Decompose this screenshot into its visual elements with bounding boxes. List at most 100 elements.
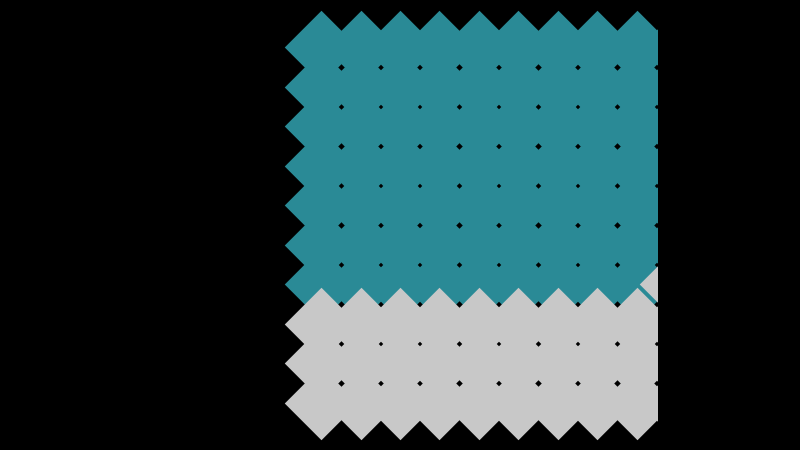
Point: [473, 123, 486, 130]
Point: [512, 202, 525, 209]
Point: [433, 202, 446, 209]
Point: [473, 399, 486, 406]
Point: [670, 399, 682, 406]
Point: [512, 360, 525, 367]
Point: [314, 83, 327, 90]
Point: [670, 320, 682, 327]
Point: [394, 202, 406, 209]
Point: [314, 281, 327, 288]
Point: [670, 360, 682, 367]
Point: [433, 281, 446, 288]
Point: [394, 44, 406, 51]
Point: [354, 162, 367, 169]
Point: [314, 360, 327, 367]
Point: [591, 202, 604, 209]
Point: [354, 202, 367, 209]
Point: [670, 162, 682, 169]
Point: [354, 281, 367, 288]
Point: [394, 281, 406, 288]
Point: [354, 44, 367, 51]
Point: [512, 123, 525, 130]
Point: [551, 123, 564, 130]
Point: [314, 202, 327, 209]
Point: [394, 83, 406, 90]
Point: [354, 360, 367, 367]
Point: [473, 241, 486, 248]
Point: [630, 360, 643, 367]
Point: [630, 281, 643, 288]
Point: [433, 241, 446, 248]
Point: [670, 241, 682, 248]
Point: [551, 241, 564, 248]
Point: [433, 162, 446, 169]
Point: [512, 281, 525, 288]
Point: [473, 320, 486, 327]
Point: [630, 399, 643, 406]
Point: [591, 123, 604, 130]
Point: [394, 399, 406, 406]
Point: [354, 123, 367, 130]
Point: [670, 281, 682, 288]
Point: [670, 83, 682, 90]
Point: [473, 83, 486, 90]
Point: [551, 281, 564, 288]
Point: [314, 241, 327, 248]
Point: [394, 123, 406, 130]
Point: [354, 399, 367, 406]
Point: [314, 399, 327, 406]
Point: [591, 44, 604, 51]
Point: [354, 320, 367, 327]
Point: [630, 320, 643, 327]
Point: [394, 360, 406, 367]
Point: [591, 162, 604, 169]
Point: [512, 83, 525, 90]
Point: [591, 360, 604, 367]
Point: [591, 281, 604, 288]
Point: [591, 399, 604, 406]
Point: [630, 202, 643, 209]
Point: [551, 44, 564, 51]
Point: [512, 320, 525, 327]
Point: [314, 44, 327, 51]
Point: [433, 44, 446, 51]
Point: [394, 320, 406, 327]
Point: [630, 44, 643, 51]
Point: [473, 44, 486, 51]
Point: [670, 123, 682, 130]
Point: [473, 202, 486, 209]
Point: [551, 320, 564, 327]
Point: [433, 360, 446, 367]
Point: [473, 281, 486, 288]
Point: [512, 241, 525, 248]
Point: [314, 320, 327, 327]
Point: [630, 241, 643, 248]
Point: [354, 241, 367, 248]
Point: [433, 320, 446, 327]
Point: [433, 83, 446, 90]
Point: [433, 399, 446, 406]
Point: [670, 44, 682, 51]
Point: [551, 202, 564, 209]
Point: [591, 83, 604, 90]
Point: [591, 241, 604, 248]
Point: [512, 399, 525, 406]
Point: [591, 320, 604, 327]
Point: [630, 123, 643, 130]
Point: [630, 162, 643, 169]
Point: [512, 44, 525, 51]
Point: [394, 162, 406, 169]
Point: [670, 202, 682, 209]
Point: [551, 399, 564, 406]
Point: [314, 162, 327, 169]
Point: [473, 360, 486, 367]
Point: [394, 241, 406, 248]
Point: [512, 162, 525, 169]
Point: [630, 83, 643, 90]
Point: [551, 83, 564, 90]
Point: [354, 83, 367, 90]
Point: [551, 162, 564, 169]
Point: [473, 162, 486, 169]
Point: [433, 123, 446, 130]
Point: [551, 360, 564, 367]
Point: [314, 123, 327, 130]
